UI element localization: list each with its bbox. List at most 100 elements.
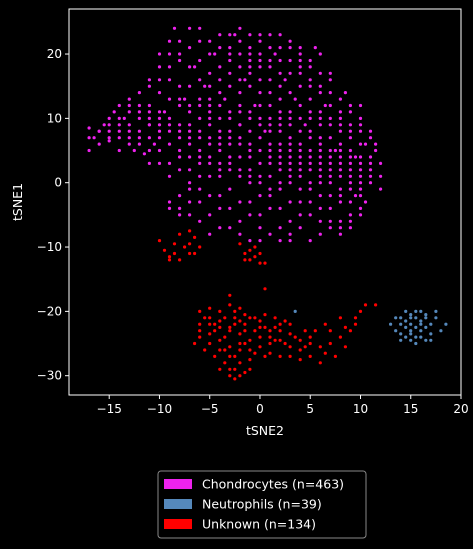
point-0-431: [328, 148, 332, 153]
point-0-242: [208, 194, 212, 198]
point-0-100: [137, 91, 141, 95]
point-2-17: [248, 248, 252, 252]
point-0-113: [268, 65, 272, 69]
point-2-84: [328, 341, 332, 346]
point-0-409: [278, 123, 282, 127]
point-0-163: [198, 155, 202, 159]
point-2-116: [208, 316, 212, 320]
point-0-254: [328, 206, 332, 210]
point-0-174: [107, 116, 111, 120]
point-0-238: [178, 168, 182, 172]
point-0-297: [338, 97, 342, 101]
point-0-214: [178, 58, 182, 63]
point-0-344: [288, 168, 292, 172]
point-2-82: [318, 345, 322, 349]
point-0-288: [248, 65, 252, 69]
point-2-57: [238, 374, 242, 378]
point-0-145: [358, 155, 363, 159]
point-2-133: [243, 258, 247, 262]
point-2-112: [248, 316, 252, 320]
point-0-397: [167, 123, 172, 127]
point-0-293: [298, 71, 302, 75]
point-0-228: [278, 168, 282, 172]
point-1-30: [399, 316, 403, 320]
point-0-355: [278, 161, 282, 165]
point-0-75: [328, 194, 332, 198]
point-0-137: [278, 97, 282, 101]
point-2-83: [323, 351, 327, 355]
point-0-406: [368, 136, 373, 140]
point-0-257: [298, 226, 302, 230]
y-axis: −30 −20 −10 0 10 20: [37, 47, 69, 383]
point-0-363: [198, 78, 202, 82]
point-1-19: [409, 338, 413, 342]
point-0-212: [318, 71, 322, 75]
point-0-15: [157, 65, 162, 69]
point-0-184: [228, 84, 232, 88]
point-0-243: [218, 206, 222, 210]
point-2-41: [298, 348, 302, 352]
point-0-74: [318, 168, 322, 172]
point-0-219: [127, 103, 131, 108]
point-0-222: [218, 161, 222, 165]
point-0-322: [308, 148, 312, 153]
point-0-349: [338, 194, 342, 198]
point-1-36: [419, 335, 423, 339]
point-2-65: [238, 306, 242, 310]
point-0-405: [358, 129, 363, 133]
point-0-46: [313, 46, 317, 50]
point-0-195: [338, 110, 342, 114]
point-0-331: [157, 161, 162, 165]
point-1-24: [419, 322, 423, 326]
point-0-17: [167, 78, 172, 82]
point-0-57: [368, 168, 373, 172]
point-0-416: [208, 103, 212, 108]
point-0-139: [298, 103, 302, 108]
point-0-376: [137, 110, 141, 114]
x-tick-label: 5: [306, 402, 314, 416]
point-0-364: [208, 52, 212, 56]
point-0-178: [167, 97, 172, 101]
point-0-183: [218, 91, 222, 95]
point-0-138: [288, 110, 292, 114]
point-1-0: [394, 316, 398, 320]
point-0-408: [288, 116, 292, 120]
point-0-136: [268, 123, 272, 127]
point-0-114: [278, 33, 282, 37]
point-2-32: [253, 329, 257, 333]
point-1-20: [414, 309, 418, 313]
point-0-360: [167, 52, 172, 56]
point-2-123: [218, 367, 222, 371]
point-0-396: [178, 129, 182, 133]
point-0-385: [318, 161, 322, 165]
point-2-47: [208, 341, 212, 346]
point-2-23: [208, 322, 212, 326]
point-0-134: [248, 116, 252, 120]
point-0-147: [358, 187, 363, 191]
point-0-300: [117, 136, 121, 140]
point-1-37: [409, 332, 413, 336]
point-0-22: [193, 65, 197, 69]
point-2-5: [183, 245, 187, 249]
point-0-280: [308, 129, 312, 133]
point-0-110: [238, 26, 242, 30]
point-0-245: [238, 200, 242, 204]
point-0-146: [368, 174, 373, 178]
point-0-90: [268, 194, 272, 198]
point-0-417: [198, 103, 202, 108]
point-0-154: [288, 136, 292, 140]
point-0-32: [243, 78, 247, 82]
point-0-185: [238, 91, 242, 95]
point-0-304: [117, 116, 121, 120]
point-0-21: [188, 123, 192, 127]
point-0-256: [318, 232, 322, 236]
point-0-415: [218, 103, 222, 108]
point-2-28: [233, 316, 237, 320]
point-0-395: [188, 136, 192, 140]
point-0-39: [278, 116, 282, 120]
point-0-291: [278, 71, 282, 75]
point-2-130: [353, 322, 358, 326]
point-0-117: [308, 78, 312, 82]
point-0-199: [374, 142, 378, 146]
point-2-85: [333, 354, 337, 358]
